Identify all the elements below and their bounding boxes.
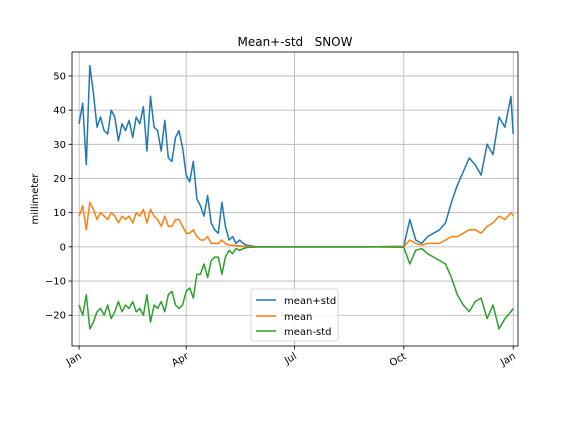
y-tick-label: 20 — [53, 174, 66, 185]
y-tick-label: 40 — [53, 106, 66, 117]
legend: mean+std mean mean-std — [250, 288, 339, 342]
y-tick-label: 30 — [53, 140, 66, 151]
y-ticks: 50 40 30 20 10 0 −10 −20 — [45, 71, 72, 322]
series-line-mean — [78, 201, 514, 248]
axes-frame — [71, 51, 519, 347]
y-tick-label: 10 — [53, 208, 66, 219]
y-tick-label: −10 — [45, 277, 66, 288]
chart-title: Mean+-std SNOW — [237, 35, 352, 49]
y-axis-label: millimeter — [30, 173, 41, 225]
y-tick-label: −20 — [45, 311, 66, 322]
y-tick-label: 0 — [60, 242, 66, 253]
legend-label-mean-plus-std: mean+std — [284, 296, 336, 307]
legend-label-mean-minus-std: mean-std — [284, 327, 331, 338]
series-line-mean-minus-std — [78, 246, 514, 330]
legend-frame — [250, 288, 339, 342]
series-lines — [78, 64, 514, 330]
y-tick-label: 50 — [53, 71, 66, 82]
legend-label-mean: mean — [284, 312, 312, 323]
series-line-mean-plus-std — [78, 64, 514, 248]
